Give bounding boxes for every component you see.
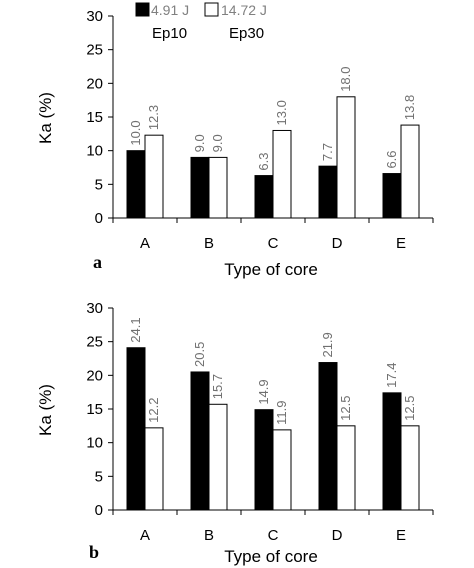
- data-label-a-series-1-B: 9.0: [192, 134, 207, 152]
- bar-b-series-1-C: [254, 409, 274, 511]
- data-label-b-series-2-D: 12.5: [338, 396, 353, 421]
- data-label-a-series-1-D: 7.7: [320, 143, 335, 161]
- bar-a-series-2-A: [144, 134, 164, 219]
- data-label-b-series-1-B: 20.5: [192, 342, 207, 367]
- legend-swatch-series-2: [204, 2, 219, 17]
- bar-a-series-2-C: [272, 129, 292, 219]
- x-tick-label-b-A: A: [140, 527, 150, 544]
- y-tick-label-b-5: 5: [95, 468, 103, 485]
- x-tick-label-b-E: E: [396, 527, 406, 544]
- panel-a: Ka (%) Type of core a 051015202530A10.01…: [36, 8, 434, 279]
- legend-label-series-1: 4.91 J: [151, 2, 189, 18]
- y-tick-label-b-0: 0: [95, 502, 103, 519]
- x-tick-label-b-D: D: [332, 527, 343, 544]
- panel-letter-a: a: [93, 252, 102, 272]
- y-tick-label-b-10: 10: [86, 435, 103, 452]
- data-label-a-series-1-E: 6.6: [384, 150, 399, 168]
- data-label-b-series-2-B: 15.7: [210, 374, 225, 399]
- x-tick-label-b-C: C: [268, 527, 279, 544]
- data-label-b-series-2-A: 12.2: [146, 398, 161, 423]
- bar-b-series-1-B: [190, 371, 210, 511]
- bar-a-series-1-D: [318, 165, 338, 219]
- data-label-b-series-1-A: 24.1: [128, 317, 143, 342]
- y-axis-title-b: Ka (%): [36, 384, 55, 436]
- bar-b-series-1-E: [382, 392, 402, 511]
- y-tick-label-b-15: 15: [86, 401, 103, 418]
- y-tick-label-b-30: 30: [86, 300, 103, 317]
- bar-a-series-1-A: [126, 150, 146, 219]
- data-label-b-series-1-E: 17.4: [384, 363, 399, 388]
- bar-b-series-2-D: [336, 425, 356, 511]
- y-tick-label-a-15: 15: [86, 109, 103, 126]
- y-tick-label-a-20: 20: [86, 75, 103, 92]
- legend-sublabel-series-2: Ep30: [229, 25, 264, 42]
- data-label-a-series-1-A: 10.0: [128, 120, 143, 145]
- bar-a-series-2-E: [400, 124, 420, 219]
- bar-a-series-1-C: [254, 175, 274, 219]
- legend-label-series-2: 14.72 J: [221, 2, 267, 18]
- y-tick-label-a-25: 25: [86, 42, 103, 59]
- legend-sublabel-series-1: Ep10: [152, 25, 187, 42]
- data-label-b-series-1-C: 14.9: [256, 379, 271, 404]
- data-label-a-series-2-C: 13.0: [274, 100, 289, 125]
- y-axis-title-a: Ka (%): [36, 92, 55, 144]
- bar-a-series-2-B: [208, 156, 228, 219]
- bar-b-series-2-E: [400, 425, 420, 511]
- data-label-a-series-2-D: 18.0: [338, 66, 353, 91]
- x-tick-label-b-B: B: [204, 527, 214, 544]
- data-label-b-series-2-E: 12.5: [402, 396, 417, 421]
- bar-b-series-2-B: [208, 403, 228, 511]
- data-label-a-series-2-B: 9.0: [210, 134, 225, 152]
- bar-a-series-1-B: [190, 156, 210, 219]
- x-axis-title-a: Type of core: [224, 260, 318, 279]
- x-axis-title-b: Type of core: [224, 547, 318, 566]
- y-tick-label-a-5: 5: [95, 176, 103, 193]
- bar-b-series-2-A: [144, 427, 164, 511]
- y-tick-label-a-0: 0: [95, 210, 103, 227]
- y-tick-label-a-10: 10: [86, 143, 103, 160]
- panel-letter-b: b: [89, 542, 99, 562]
- data-label-a-series-2-E: 13.8: [402, 95, 417, 120]
- y-tick-label-b-20: 20: [86, 367, 103, 384]
- y-tick-label-b-25: 25: [86, 334, 103, 351]
- data-label-b-series-1-D: 21.9: [320, 332, 335, 357]
- x-tick-label-a-B: B: [204, 235, 214, 252]
- x-tick-label-a-D: D: [332, 235, 343, 252]
- legend-swatch-series-1: [135, 2, 150, 17]
- data-label-b-series-2-C: 11.9: [274, 401, 289, 425]
- data-label-a-series-1-C: 6.3: [256, 153, 271, 171]
- x-tick-label-a-A: A: [140, 235, 150, 252]
- y-tick-label-a-30: 30: [86, 8, 103, 25]
- x-tick-label-a-C: C: [268, 235, 279, 252]
- bar-b-series-2-C: [272, 429, 292, 511]
- bar-b-series-1-A: [126, 347, 146, 511]
- bar-b-series-1-D: [318, 362, 338, 511]
- x-tick-label-a-E: E: [396, 235, 406, 252]
- data-label-a-series-2-A: 12.3: [146, 105, 161, 130]
- panel-b: Ka (%) Type of core b 0 5 10 15 20 25 30 A 24.1 1…: [36, 300, 434, 566]
- bar-a-series-1-E: [382, 173, 402, 219]
- chart-legend: 4.91 J 14.72 J Ep10 Ep30: [135, 2, 267, 42]
- bar-a-series-2-D: [336, 96, 356, 219]
